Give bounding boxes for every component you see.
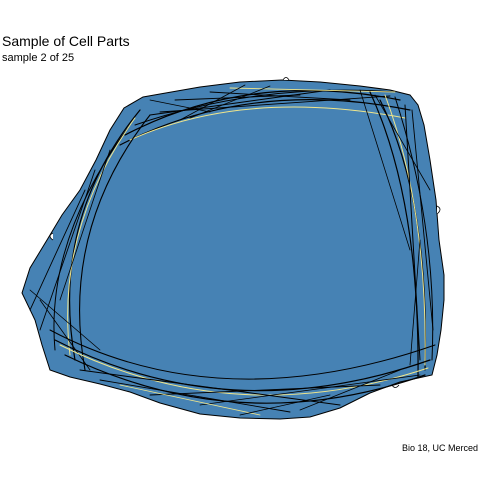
cell-membrane	[21, 79, 445, 420]
page-subtitle: sample 2 of 25	[2, 52, 75, 64]
membrane-notch	[436, 205, 441, 215]
fiber-highlight	[129, 106, 406, 141]
page-title: Sample of Cell Parts	[2, 33, 130, 49]
membrane-notch	[282, 77, 290, 81]
membrane-notch	[49, 232, 54, 241]
credit-caption: Bio 18, UC Merced	[401, 443, 478, 453]
cytoskeleton-fibers	[29, 84, 436, 416]
